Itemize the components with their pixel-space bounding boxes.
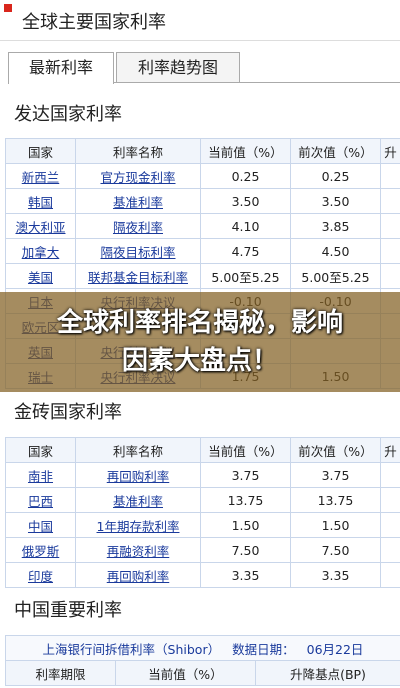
table-row: 澳大利亚 隔夜利率 4.10 3.85 [5,213,400,239]
cell: 0.25 [290,163,381,189]
caption-text: 06月22日 [306,641,364,657]
link-cell[interactable]: 韩国 [5,188,76,214]
table-row: 新西兰 官方现金利率 0.25 0.25 [5,163,400,189]
data-table: 国家 利率名称 当前值（%） 前次值（%）升南非 再回购利率 3.75 3.75 巴西 基准利率… [5,437,400,588]
cell: 3.35 [200,562,291,588]
cell: 5.00至5.25 [200,263,291,289]
cell: 7.50 [200,537,291,563]
page-title: 全球主要国家利率 [22,12,166,33]
cell: 3.75 [290,462,381,488]
column-header: 前次值（%） [290,437,381,463]
link-cell[interactable]: 1年期存款利率 [75,512,201,538]
cell: 4.75 [200,238,291,264]
table-row: 印度 再回购利率 3.35 3.35 [5,562,400,588]
table-row: 美国 联邦基金目标利率 5.00至5.25 5.00至5.25 [5,263,400,289]
link-cell[interactable]: 隔夜目标利率 [75,238,201,264]
link-cell[interactable]: 基准利率 [75,487,201,513]
link-cell[interactable]: 官方现金利率 [75,163,201,189]
cell: 3.75 [200,462,291,488]
column-header: 利率期限 [5,660,116,686]
cell [380,163,400,189]
link-cell[interactable]: 印度 [5,562,76,588]
link-cell[interactable]: 再回购利率 [75,462,201,488]
cell: 3.85 [290,213,381,239]
caption-text: 数据日期： [232,641,295,657]
cell [380,537,400,563]
link-cell[interactable]: 联邦基金目标利率 [75,263,201,289]
section-title: 中国重要利率 [14,600,122,621]
column-header: 国家 [5,437,76,463]
link-cell[interactable]: 隔夜利率 [75,213,201,239]
cell: 4.50 [290,238,381,264]
cell: 3.35 [290,562,381,588]
link-cell[interactable]: 巴西 [5,487,76,513]
cell [380,238,400,264]
column-header: 当前值（%） [200,138,291,164]
data-table: 上海银行间拆借利率（Shibor） 数据日期： 06月22日利率期限 当前值（%） 升降… [5,635,400,686]
tab[interactable]: 利率趋势图 [116,52,240,82]
header-row: 国家 利率名称 当前值（%） 前次值（%）升 [5,437,400,463]
link-cell[interactable]: 再融资利率 [75,537,201,563]
caption-text: 上海银行间拆借利率（Shibor） [42,641,221,657]
banner [0,292,400,392]
cell: 0.25 [200,163,291,189]
banner-text: 全球利率排名揭秘，影响因素大盘点！ [56,308,343,376]
cell: 3.50 [290,188,381,214]
caption-row: 上海银行间拆借利率（Shibor） 数据日期： 06月22日 [5,635,400,661]
cell: 7.50 [290,537,381,563]
cell: 1.50 [290,512,381,538]
tab-bar: 最新利率 利率趋势图 [8,52,400,84]
section-title: 金砖国家利率 [14,402,122,423]
table-row: 巴西 基准利率 13.75 13.75 [5,487,400,513]
cell: 4.10 [200,213,291,239]
cell: 5.00至5.25 [290,263,381,289]
cell [380,213,400,239]
link-cell[interactable]: 基准利率 [75,188,201,214]
cell [380,188,400,214]
column-header: 升 [380,437,400,463]
table-row: 俄罗斯 再融资利率 7.50 7.50 [5,537,400,563]
table-row: 加拿大 隔夜目标利率 4.75 4.50 [5,238,400,264]
column-header: 当前值（%） [115,660,256,686]
tab[interactable]: 最新利率 [8,52,114,84]
link-cell[interactable]: 俄罗斯 [5,537,76,563]
logo-icon [4,4,12,12]
section-title: 发达国家利率 [14,104,122,125]
cell: 3.50 [200,188,291,214]
cell [380,487,400,513]
column-header: 利率名称 [75,437,201,463]
link-cell[interactable]: 再回购利率 [75,562,201,588]
cell [380,512,400,538]
header-row: 国家 利率名称 当前值（%） 前次值（%）升 [5,138,400,164]
cell: 1.50 [200,512,291,538]
column-header: 当前值（%） [200,437,291,463]
link-cell[interactable]: 中国 [5,512,76,538]
divider [0,40,400,41]
column-header: 利率名称 [75,138,201,164]
link-cell[interactable]: 澳大利亚 [5,213,76,239]
cell [380,462,400,488]
table-row: 中国 1年期存款利率 1.50 1.50 [5,512,400,538]
link-cell[interactable]: 美国 [5,263,76,289]
cell [380,263,400,289]
column-header: 升降基点(BP) [255,660,400,686]
column-header: 前次值（%） [290,138,381,164]
table-row: 南非 再回购利率 3.75 3.75 [5,462,400,488]
cell: 13.75 [290,487,381,513]
header-row: 利率期限 当前值（%） 升降基点(BP) [5,660,400,686]
caption-cell: 上海银行间拆借利率（Shibor） 数据日期： 06月22日 [5,635,400,661]
link-cell[interactable]: 南非 [5,462,76,488]
table-row: 韩国 基准利率 3.50 3.50 [5,188,400,214]
link-cell[interactable]: 加拿大 [5,238,76,264]
link-cell[interactable]: 新西兰 [5,163,76,189]
cell [380,562,400,588]
cell: 13.75 [200,487,291,513]
column-header: 升 [380,138,400,164]
column-header: 国家 [5,138,76,164]
